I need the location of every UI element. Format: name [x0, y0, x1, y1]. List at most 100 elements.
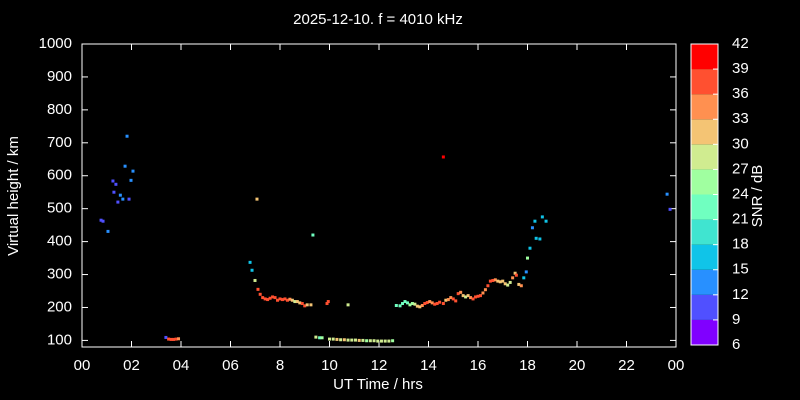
colorbar-segment	[691, 319, 718, 345]
data-point	[121, 197, 125, 201]
colorbar-segment	[691, 194, 718, 220]
x-tick-label: 8	[276, 357, 284, 374]
data-point	[131, 169, 135, 173]
data-point	[454, 299, 458, 303]
data-point	[290, 298, 294, 302]
colorbar-segment	[691, 269, 718, 295]
data-point	[511, 276, 515, 280]
data-point	[456, 292, 460, 296]
x-tick-label: 18	[519, 357, 536, 374]
data-point	[309, 303, 313, 307]
data-point	[303, 304, 307, 308]
data-point	[353, 338, 357, 342]
data-point	[415, 304, 419, 308]
colorbar-label: SNR / dB	[749, 165, 766, 228]
x-axis-label: UT Time / hrs	[333, 376, 423, 393]
data-point	[508, 280, 512, 284]
data-point	[665, 192, 669, 196]
data-point	[250, 268, 254, 272]
x-tick-label: 16	[470, 357, 487, 374]
data-point	[513, 271, 517, 275]
x-tick-label: 00	[74, 357, 91, 374]
data-point	[491, 278, 495, 282]
colorbar-tick-label: 27	[732, 160, 749, 177]
data-point	[526, 256, 529, 260]
x-tick-label: 10	[321, 357, 338, 374]
colorbar-tick-label: 24	[732, 185, 749, 202]
data-point	[383, 339, 387, 343]
data-point	[540, 215, 544, 219]
data-point	[129, 178, 133, 182]
data-point	[538, 237, 542, 241]
chart-title: 2025-12-10. f = 4010 kHz	[293, 11, 463, 28]
data-point	[506, 283, 510, 287]
data-point	[339, 338, 343, 342]
data-point	[391, 339, 395, 343]
colorbar-segment	[691, 144, 718, 170]
data-point	[311, 233, 315, 237]
data-point	[488, 279, 492, 283]
data-point	[524, 270, 528, 274]
data-point	[99, 218, 103, 222]
colorbar-segment	[691, 294, 718, 320]
data-point	[464, 295, 468, 299]
x-tick-label: 20	[569, 357, 586, 374]
data-point	[430, 301, 434, 305]
data-point	[174, 337, 178, 341]
data-point	[474, 295, 478, 299]
data-point	[278, 297, 282, 301]
colorbar-tick-label: 9	[732, 311, 740, 328]
colorbar-segment	[691, 44, 718, 70]
data-point	[522, 276, 526, 280]
y-tick-label: 900	[47, 68, 72, 85]
y-tick-label: 400	[47, 233, 72, 250]
data-point	[266, 298, 270, 302]
data-point	[478, 294, 482, 298]
data-point	[346, 303, 350, 307]
data-point	[459, 290, 463, 294]
data-point	[476, 294, 480, 298]
data-point	[263, 297, 267, 301]
x-tick-label: 04	[173, 357, 190, 374]
colorbar-segment	[691, 94, 718, 120]
y-tick-label: 300	[47, 266, 72, 283]
data-point	[486, 284, 490, 288]
x-tick-label: 06	[222, 357, 239, 374]
data-point	[361, 338, 365, 342]
data-point	[446, 298, 450, 302]
colorbar-segment	[691, 219, 718, 245]
data-point	[441, 155, 445, 159]
data-point	[544, 219, 548, 223]
data-point	[112, 190, 116, 194]
data-point	[350, 338, 354, 342]
data-point	[335, 337, 339, 341]
data-point	[449, 296, 453, 300]
data-point	[481, 291, 485, 295]
data-point	[320, 336, 324, 340]
data-point	[420, 304, 424, 308]
colorbar-tick-label: 21	[732, 211, 749, 228]
colorbar-segment	[691, 69, 718, 95]
data-point	[127, 197, 131, 201]
data-point	[273, 296, 277, 300]
data-point	[298, 301, 302, 305]
data-point	[368, 339, 372, 343]
y-tick-label: 100	[47, 331, 72, 348]
data-point	[342, 338, 346, 342]
y-tick-label: 600	[47, 167, 72, 184]
data-point	[517, 282, 521, 286]
data-point	[318, 336, 322, 340]
colorbar-segment	[691, 119, 718, 145]
colorbar-tick-label: 42	[732, 35, 749, 52]
colorbar-segment	[691, 244, 718, 270]
colorbar-tick-label: 30	[732, 135, 749, 152]
data-point	[256, 287, 260, 291]
data-point	[248, 260, 252, 264]
colorbar-tick-label: 33	[732, 110, 749, 127]
x-tick-label: 14	[420, 357, 437, 374]
data-point	[123, 164, 127, 168]
data-point	[423, 302, 427, 306]
data-point	[331, 337, 335, 341]
y-tick-label: 700	[47, 134, 72, 151]
colorbar-tick-label: 18	[732, 236, 749, 253]
